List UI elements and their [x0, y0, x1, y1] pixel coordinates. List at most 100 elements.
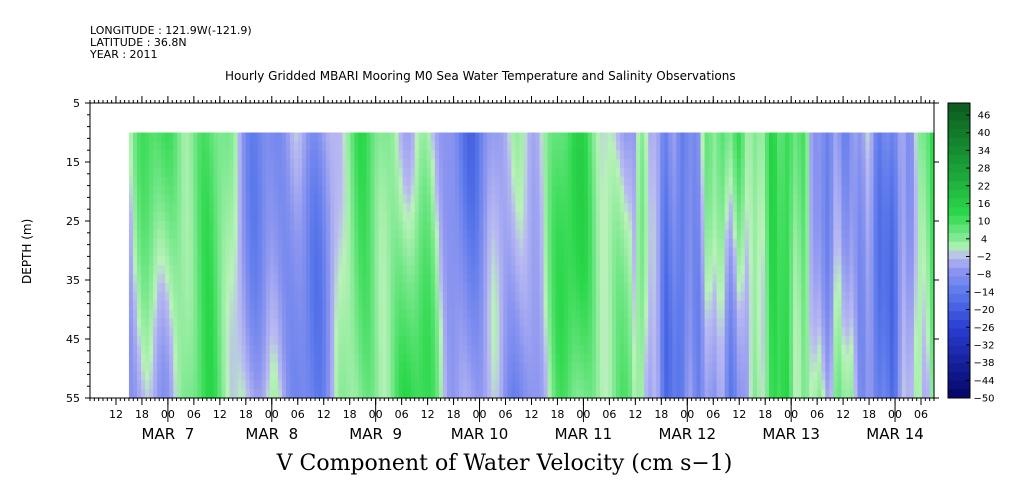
heatmap-cell [418, 327, 424, 337]
heatmap-cell [394, 353, 400, 364]
heatmap-cell [177, 371, 182, 381]
heatmap-cell [261, 327, 267, 337]
heatmap-cell [575, 176, 581, 187]
heatmap-cell [161, 327, 166, 337]
heatmap-cell [736, 300, 742, 311]
heatmap-cell [298, 362, 303, 373]
heatmap-cell [676, 362, 682, 373]
heatmap-cell [374, 194, 380, 204]
heatmap-cell [579, 159, 585, 169]
heatmap-cell [153, 167, 158, 178]
heatmap-cell [748, 300, 754, 311]
heatmap-cell [414, 380, 420, 390]
heatmap-cell [277, 380, 283, 390]
heatmap-cell [342, 221, 347, 231]
heatmap-cell [350, 194, 355, 204]
heatmap-cell [503, 362, 508, 373]
heatmap-cell [495, 371, 500, 381]
heatmap-cell [579, 389, 585, 399]
heatmap-cell [744, 300, 750, 311]
heatmap-cell [563, 336, 569, 346]
heatmap-cell [772, 167, 778, 178]
heatmap-cell [495, 194, 500, 204]
heatmap-cell [587, 282, 593, 293]
heatmap-cell [756, 229, 762, 240]
heatmap-cell [676, 291, 682, 302]
heatmap-cell [768, 318, 774, 328]
heatmap-cell [551, 389, 557, 399]
heatmap-cell [370, 167, 376, 178]
heatmap-cell [390, 159, 396, 169]
heatmap-cell [253, 318, 259, 328]
heatmap-cell [728, 344, 734, 355]
heatmap-cell [555, 141, 561, 151]
heatmap-cell [752, 282, 758, 293]
heatmap-cell [616, 344, 621, 355]
heatmap-cell [599, 265, 605, 275]
heatmap-cell [591, 344, 597, 355]
heatmap-cell [487, 282, 492, 293]
heatmap-cell [217, 203, 223, 213]
heatmap-cell [201, 229, 207, 240]
heatmap-cell [338, 212, 343, 222]
heatmap-cell [704, 132, 710, 142]
heatmap-cell [229, 389, 235, 399]
heatmap-cell [157, 353, 162, 364]
heatmap-cell [563, 132, 569, 142]
heatmap-cell [273, 132, 279, 142]
heatmap-cell [768, 229, 774, 240]
heatmap-cell [760, 247, 766, 257]
heatmap-cell [459, 247, 464, 257]
heatmap-cell [708, 176, 714, 187]
heatmap-cell [426, 194, 432, 204]
heatmap-cell [269, 247, 275, 257]
heatmap-cell [467, 371, 472, 381]
heatmap-cell [503, 380, 508, 390]
heatmap-cell [503, 327, 508, 337]
heatmap-cell [744, 229, 750, 240]
heatmap-cell [603, 185, 609, 196]
heatmap-cell [145, 336, 150, 346]
heatmap-cell [527, 159, 533, 169]
heatmap-cell [245, 203, 251, 213]
heatmap-cell [740, 229, 746, 240]
heatmap-cell [132, 282, 138, 293]
heatmap-cell [205, 282, 211, 293]
heatmap-cell [209, 362, 215, 373]
heatmap-cell [523, 291, 529, 302]
heatmap-cell [515, 327, 521, 337]
heatmap-cell [547, 362, 553, 373]
heatmap-cell [587, 327, 593, 337]
heatmap-cell [579, 353, 585, 364]
heatmap-cell [720, 265, 726, 275]
heatmap-cell [201, 203, 207, 213]
heatmap-cell [519, 176, 525, 187]
heatmap-cell [793, 274, 798, 284]
heatmap-cell [249, 150, 255, 160]
heatmap-cell [684, 380, 690, 390]
heatmap-cell [382, 185, 388, 196]
heatmap-cell [563, 327, 569, 337]
heatmap-cell [414, 291, 420, 302]
heatmap-cell [551, 229, 557, 240]
heatmap-cell [378, 256, 384, 266]
heatmap-cell [772, 282, 778, 293]
heatmap-cell [603, 132, 609, 142]
heatmap-cell [644, 265, 649, 275]
heatmap-cell [700, 159, 706, 169]
heatmap-cell [507, 291, 512, 302]
heatmap-cell [724, 380, 730, 390]
heatmap-cell [141, 150, 146, 160]
heatmap-cell [277, 221, 283, 231]
heatmap-cell [450, 132, 456, 142]
heatmap-cell [145, 159, 150, 169]
heatmap-cell [652, 291, 657, 302]
heatmap-cell [768, 176, 774, 187]
heatmap-cell [797, 132, 802, 142]
heatmap-cell [740, 185, 746, 196]
heatmap-cell [620, 238, 625, 249]
heatmap-cell [781, 132, 786, 142]
heatmap-cell [261, 256, 267, 266]
heatmap-cell [394, 309, 400, 319]
heatmap-cell [346, 327, 351, 337]
